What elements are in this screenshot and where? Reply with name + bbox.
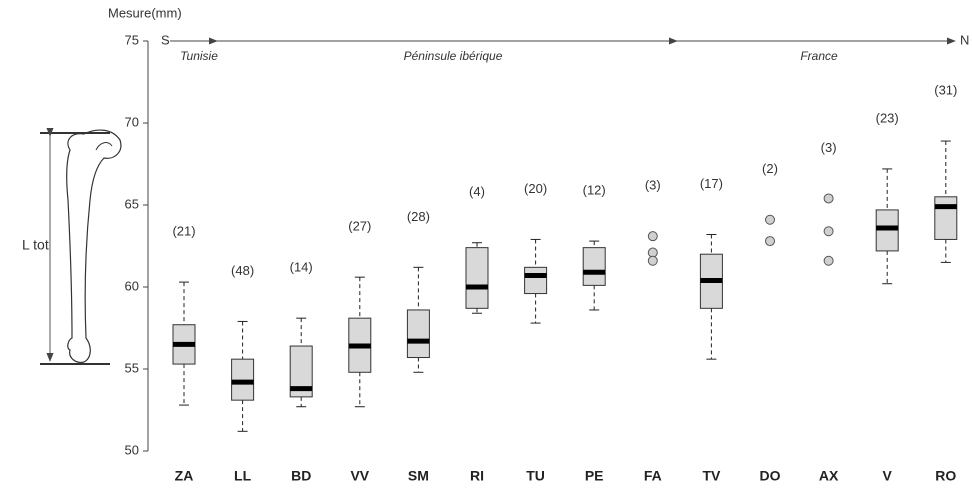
x-tick-label: SM xyxy=(408,468,429,484)
point xyxy=(823,255,834,266)
x-tick-label: TU xyxy=(526,468,545,484)
count-label: (3) xyxy=(821,140,837,155)
count-label: (17) xyxy=(700,176,723,191)
femur-illustration xyxy=(40,127,122,365)
y-tick-label: 50 xyxy=(125,442,139,457)
direction-end: N xyxy=(960,32,969,47)
count-label: (12) xyxy=(583,183,606,198)
count-label: (14) xyxy=(290,260,313,275)
count-label: (23) xyxy=(876,110,899,125)
x-tick-label: VV xyxy=(350,468,369,484)
count-label: (21) xyxy=(172,224,195,239)
box xyxy=(582,247,606,286)
x-tick-label: RO xyxy=(935,468,956,484)
y-tick-label: 70 xyxy=(125,114,139,129)
point xyxy=(823,193,834,204)
x-tick-label: V xyxy=(883,468,893,484)
x-tick-label: LL xyxy=(234,468,252,484)
count-label: (4) xyxy=(469,184,485,199)
box xyxy=(406,309,430,359)
count-label: (20) xyxy=(524,181,547,196)
point xyxy=(823,226,834,237)
count-label: (31) xyxy=(934,82,957,97)
x-tick-label: DO xyxy=(760,468,781,484)
count-label: (3) xyxy=(645,178,661,193)
y-axis-title: Mesure(mm) xyxy=(108,5,182,20)
point xyxy=(765,236,775,247)
x-tick-label: FA xyxy=(644,468,662,484)
box xyxy=(524,266,548,295)
y-tick-label: 60 xyxy=(125,278,139,293)
x-tick-label: RI xyxy=(470,468,484,484)
region-label: Tunisie xyxy=(180,49,218,63)
point xyxy=(647,247,658,258)
count-label: (28) xyxy=(407,209,430,224)
y-tick-label: 65 xyxy=(125,196,139,211)
region-label: France xyxy=(800,49,838,63)
count-label: (27) xyxy=(348,219,371,234)
x-tick-label: TV xyxy=(702,468,721,484)
point xyxy=(647,255,658,266)
x-tick-label: AX xyxy=(819,468,839,484)
y-tick-label: 75 xyxy=(125,32,139,47)
box xyxy=(465,247,489,309)
x-tick-label: BD xyxy=(291,468,311,484)
direction-start: S xyxy=(161,32,170,47)
count-label: (48) xyxy=(231,263,254,278)
y-tick-label: 55 xyxy=(125,360,139,375)
count-label: (2) xyxy=(762,161,778,176)
box xyxy=(289,345,313,398)
x-tick-label: ZA xyxy=(175,468,194,484)
point xyxy=(765,214,775,225)
point xyxy=(647,231,658,242)
x-tick-label: PE xyxy=(585,468,604,484)
region-label: Péninsule ibérique xyxy=(404,49,503,63)
side-label: L tot xyxy=(22,237,49,253)
box xyxy=(934,196,958,240)
